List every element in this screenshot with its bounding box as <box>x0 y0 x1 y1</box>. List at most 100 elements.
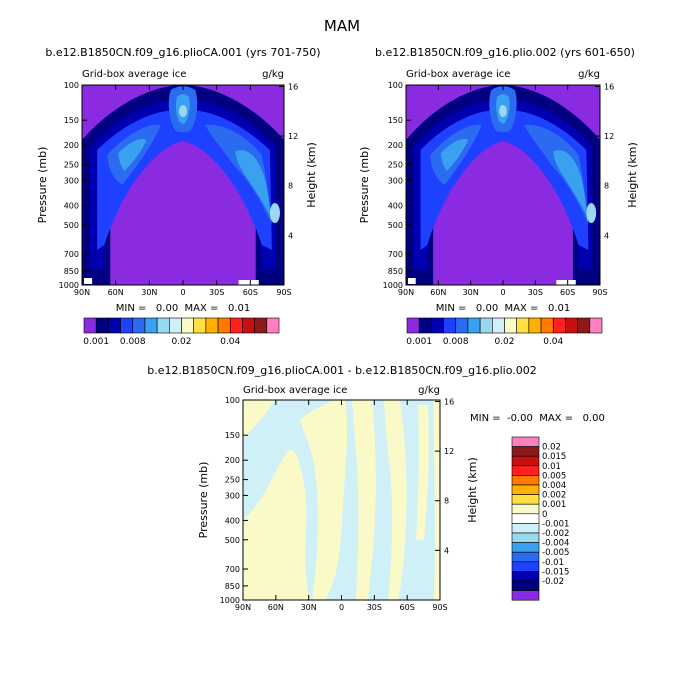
x-tick-label: 0 <box>180 288 185 297</box>
y-tick-label: 300 <box>225 491 240 500</box>
height-tick-label: 16 <box>288 82 298 91</box>
colorbar-label: 0.001 <box>406 337 432 347</box>
panel-a-field <box>82 85 284 285</box>
height-tick-label: 12 <box>444 447 454 456</box>
colorbar-swatch <box>565 317 578 334</box>
colorbar-label: 0.02 <box>494 337 514 347</box>
y-tick-label: 500 <box>388 221 403 230</box>
panel-c-axes: 90N 60N 30N 0 30S 60S 90S 100 150 200 250 300 400 500… <box>220 396 455 612</box>
panel-c-title: b.e12.B1850CN.f09_g16.plioCA.001 - b.e12… <box>147 364 536 377</box>
height-tick-label: 12 <box>288 132 298 141</box>
colorbar-label: 0.005 <box>542 471 566 481</box>
height-tick-label: 8 <box>288 182 293 191</box>
panel-a-axes: 90N 60N 30N 0 30S 60S 90S 100 150 200 250 300 400 500… <box>59 81 299 297</box>
y-tick-label: 150 <box>225 431 240 440</box>
panel-c-minmax: MIN = -0.00 MAX = 0.00 <box>470 413 605 424</box>
y-tick-label: 1000 <box>220 596 240 605</box>
x-tick-label: 90S <box>592 288 607 297</box>
y-tick-label: 200 <box>388 141 403 150</box>
colorbar-swatch <box>205 317 219 334</box>
colorbar-label: -0.001 <box>542 519 569 529</box>
height-tick-label: 16 <box>604 82 614 91</box>
panel-b-field <box>406 85 600 285</box>
panel-b-colorbar: 0.001 0.008 0.02 0.04 <box>406 317 603 347</box>
y-tick-label: 250 <box>388 161 403 170</box>
colorbar-swatch <box>511 436 540 447</box>
y-tick-label: 100 <box>388 81 403 90</box>
x-tick-label: 30N <box>463 288 479 297</box>
y-tick-label: 400 <box>225 516 240 525</box>
colorbar-swatch <box>266 317 280 334</box>
colorbar-label: 0.002 <box>542 491 566 501</box>
panel-a-units: g/kg <box>262 69 284 80</box>
colorbar-swatch <box>144 317 158 334</box>
colorbar-label: 0.004 <box>542 481 566 491</box>
y-tick-label: 500 <box>64 221 79 230</box>
colorbar-swatch <box>492 317 505 334</box>
colorbar-swatch <box>95 317 109 334</box>
colorbar-swatch <box>169 317 182 334</box>
colorbar-swatch <box>229 317 243 334</box>
x-tick-label: 30N <box>301 603 317 612</box>
colorbar-label: 0.015 <box>542 452 566 462</box>
colorbar-swatch <box>516 317 530 334</box>
colorbar-swatch <box>431 317 444 334</box>
colorbar-swatch <box>511 580 540 591</box>
x-tick-label: 60S <box>560 288 575 297</box>
x-tick-label: 90N <box>235 603 251 612</box>
x-tick-label: 90N <box>74 288 90 297</box>
panel-c-ylabel: Pressure (mb) <box>197 462 210 539</box>
colorbar-swatch <box>511 542 540 553</box>
y-tick-label: 150 <box>388 116 403 125</box>
y-tick-label: 300 <box>388 176 403 185</box>
y-tick-label: 250 <box>64 161 79 170</box>
y-tick-label: 400 <box>64 201 79 210</box>
colorbar-swatch <box>217 317 231 334</box>
colorbar-label: 0 <box>542 510 547 520</box>
panel-a-ylabel: Pressure (mb) <box>36 147 49 224</box>
y-tick-label: 500 <box>225 536 240 545</box>
panel-b-units: g/kg <box>578 69 600 80</box>
y-tick-label: 200 <box>225 456 240 465</box>
colorbar-swatch <box>83 317 97 334</box>
y-tick-label: 1000 <box>59 281 79 290</box>
colorbar-swatch <box>511 513 540 524</box>
y-tick-label: 300 <box>64 176 79 185</box>
colorbar-swatch <box>132 317 146 334</box>
panel-c: b.e12.B1850CN.f09_g16.plioCA.001 - b.e12… <box>147 364 605 612</box>
colorbar-label: -0.005 <box>542 548 569 558</box>
colorbar-label: 0.01 <box>542 462 561 472</box>
x-tick-label: 30S <box>528 288 543 297</box>
colorbar-swatch <box>193 317 207 334</box>
colorbar-label: -0.01 <box>542 558 564 568</box>
colorbar-swatch <box>479 317 493 334</box>
y-tick-label: 850 <box>388 267 403 276</box>
colorbar-swatch <box>552 317 566 334</box>
colorbar-swatch <box>156 317 170 334</box>
x-tick-label: 30S <box>367 603 382 612</box>
y-tick-label: 100 <box>64 81 79 90</box>
colorbar-label: 0.001 <box>83 337 109 347</box>
colorbar-swatch <box>511 465 540 476</box>
panel-b-minmax: MIN = 0.00 MAX = 0.01 <box>436 303 570 314</box>
colorbar-swatch <box>254 317 268 334</box>
panel-b-axes: 90N 60N 30N 0 30S 60S 90S 100 150 200 250 300 400 500… <box>383 81 615 297</box>
panel-b-ylabel-right: Height (km) <box>626 142 639 208</box>
main-title: MAM <box>324 17 360 35</box>
height-tick-label: 4 <box>288 231 293 240</box>
y-tick-label: 200 <box>64 141 79 150</box>
y-tick-label: 850 <box>64 267 79 276</box>
height-tick-label: 16 <box>444 397 454 406</box>
x-tick-label: 60S <box>400 603 415 612</box>
colorbar-swatch <box>511 494 540 505</box>
x-tick-label: 90N <box>398 288 414 297</box>
colorbar-label: -0.002 <box>542 529 569 539</box>
panel-c-colorbar: 0.020.0150.010.0050.0040.0020.0010-0.001… <box>511 436 569 601</box>
colorbar-swatch <box>540 317 554 334</box>
colorbar-swatch <box>511 484 540 495</box>
y-tick-label: 150 <box>64 116 79 125</box>
colorbar-label: -0.015 <box>542 567 569 577</box>
panel-c-field <box>243 400 440 600</box>
x-tick-label: 60N <box>268 603 284 612</box>
panel-b: b.e12.B1850CN.f09_g16.plio.002 (yrs 601-… <box>358 46 639 347</box>
